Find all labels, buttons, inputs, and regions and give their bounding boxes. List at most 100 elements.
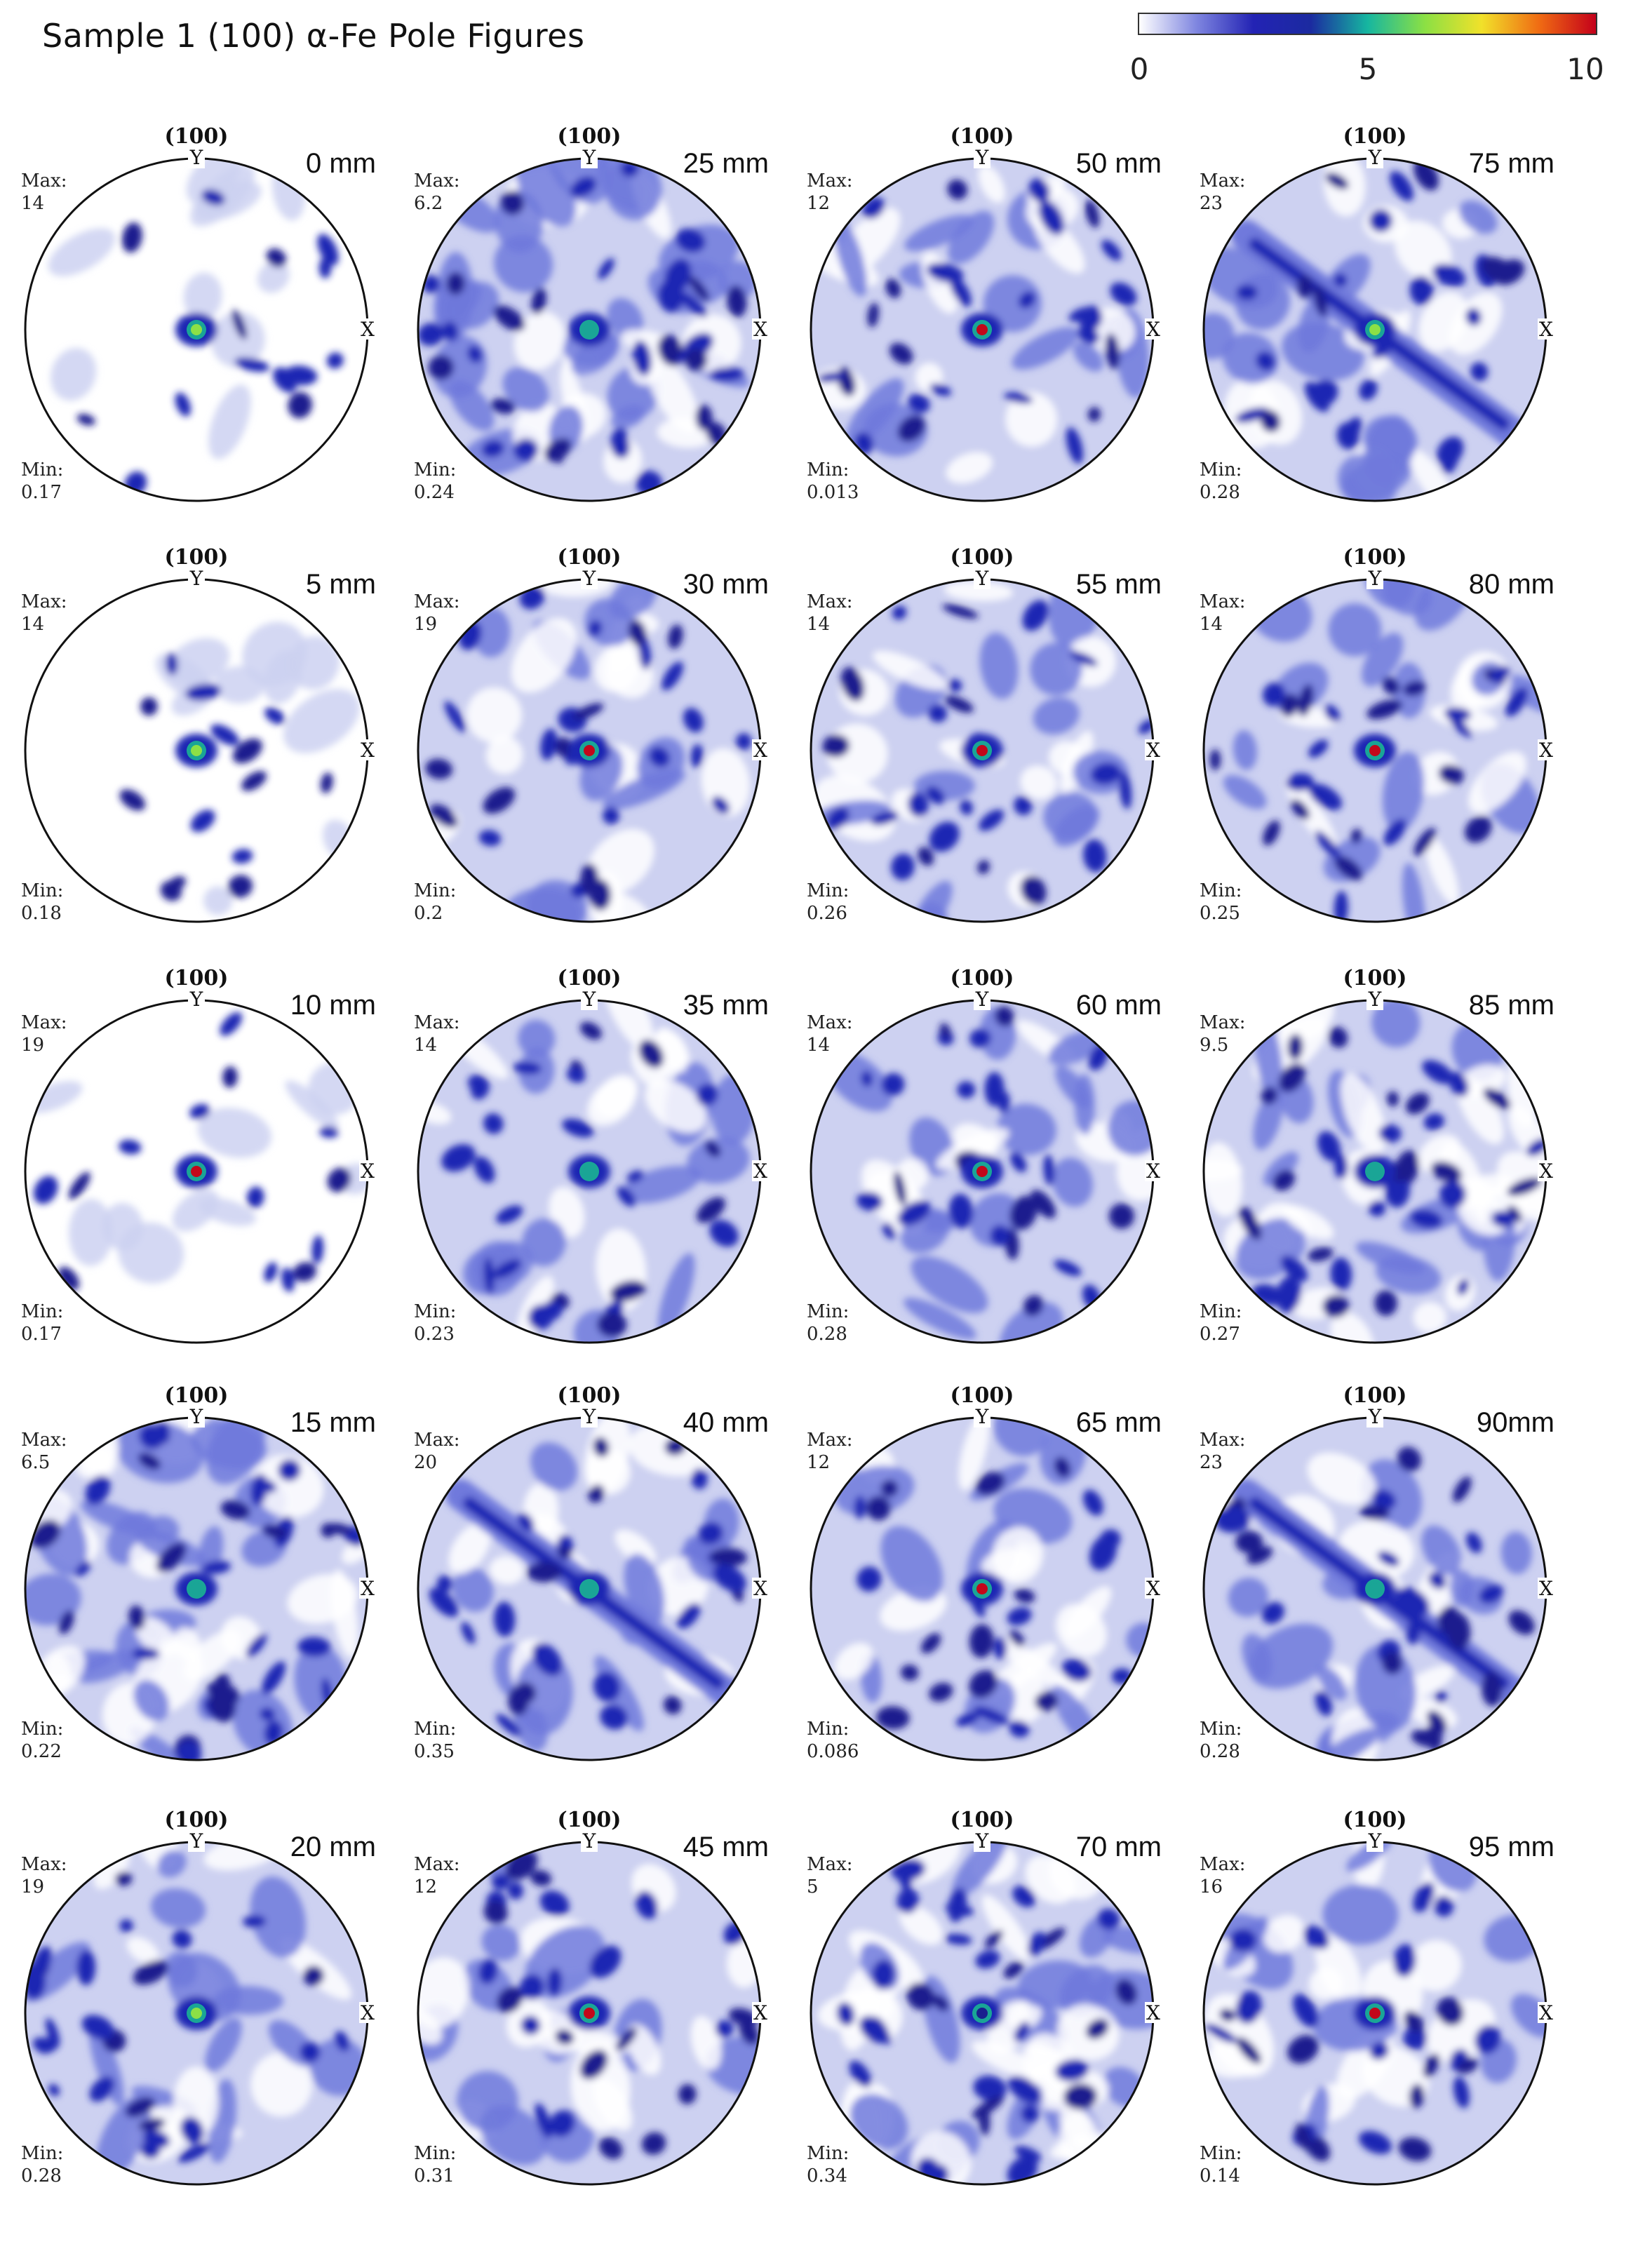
y-axis-marker (974, 1406, 990, 1427)
pole-label: (100) (557, 1808, 621, 1832)
colorbar-tick-0: 0 (1129, 52, 1149, 86)
max-label: Max: (21, 591, 67, 612)
x-axis-label: X (1146, 1577, 1160, 1600)
max-value: 20 (414, 1452, 437, 1473)
x-axis-marker (359, 2002, 376, 2023)
pole-figure-svg: (100)Y X 50 mm Max:12 Min:0.013 (807, 124, 1162, 503)
pole-figure-density-map (811, 1418, 1153, 1760)
pole-figure-svg: (100)Y X 10 mm Max:19 Min:0.17 (21, 966, 376, 1345)
pole-figure-density-map (1204, 1842, 1546, 2184)
pole-label: (100) (164, 545, 228, 570)
min-value: 0.34 (807, 2165, 847, 2186)
y-axis-label: Y (975, 146, 989, 169)
max-value: 14 (807, 1035, 830, 1056)
pole-figure-panel: (100) Y X 50 mm Max: 12 Min: 0.013 (800, 98, 1193, 519)
min-value: 0.25 (1200, 903, 1240, 924)
position-label: 65 mm (1076, 1407, 1162, 1438)
pole-figure-density-map (1204, 159, 1546, 501)
position-label: 50 mm (1076, 148, 1162, 179)
pole-figure-svg: (100)Y X 45 mm Max:12 Min:0.31 (414, 1808, 769, 2186)
pole-figure-density-map (25, 1000, 368, 1343)
pole-figure-svg: (100)Y X 40 mm Max:20 Min:0.35 (414, 1383, 769, 1762)
y-axis-marker (974, 989, 990, 1010)
x-axis-label: X (1539, 739, 1553, 762)
max-label: Max: (414, 170, 460, 192)
max-value: 23 (1200, 1452, 1223, 1473)
pole-figure-panel: (100) Y X 45 mm Max: 12 Min: 0.31 (407, 1782, 800, 2203)
pole-label: (100) (950, 545, 1014, 570)
x-axis-label: X (1146, 2001, 1160, 2024)
position-label: 30 mm (683, 569, 769, 600)
x-axis-marker (1538, 1578, 1554, 1599)
max-value: 14 (807, 614, 830, 635)
x-axis-label: X (1539, 1160, 1553, 1183)
max-label: Max: (414, 1430, 460, 1451)
min-label: Min: (807, 459, 849, 481)
pole-label: (100) (950, 124, 1014, 149)
pole-figure-panel: (100) Y X 95 mm Max: 16 Min: 0.14 (1193, 1782, 1585, 2203)
position-label: 5 mm (306, 569, 376, 600)
pole-label: (100) (1343, 1383, 1406, 1408)
pole-figure-svg: (100)Y X 55 mm Max:14 Min:0.26 (807, 545, 1162, 924)
y-axis-label: Y (582, 1829, 596, 1853)
colorbar-tick-10: 10 (1566, 52, 1604, 86)
pole-figure-svg: (100)Y X 65 mm Max:12 Min:0.086 (807, 1383, 1162, 1762)
min-label: Min: (414, 880, 456, 901)
pole-figure-density-map (811, 1000, 1153, 1343)
max-value: 14 (414, 1035, 437, 1056)
x-axis-label: X (1539, 2001, 1553, 2024)
min-value: 0.24 (414, 482, 455, 503)
max-label: Max: (1200, 170, 1246, 192)
min-label: Min: (1200, 1719, 1242, 1740)
max-value: 19 (414, 614, 437, 635)
position-label: 85 mm (1469, 990, 1554, 1021)
pole-figure-density-map (1204, 1418, 1546, 1760)
pole-figure-panel: (100) Y X 55 mm Max: 14 Min: 0.26 (800, 519, 1193, 940)
max-value: 9.5 (1200, 1035, 1228, 1056)
y-axis-marker (974, 1831, 990, 1852)
pole-label: (100) (557, 124, 621, 149)
y-axis-marker (581, 568, 598, 589)
max-value: 5 (807, 1876, 819, 1897)
x-axis-marker (752, 1578, 769, 1599)
x-axis-marker (1145, 1160, 1162, 1181)
x-axis-marker (1538, 2002, 1554, 2023)
min-value: 0.17 (21, 1324, 62, 1345)
max-value: 6.5 (21, 1452, 50, 1473)
x-axis-marker (359, 318, 376, 340)
max-label: Max: (807, 170, 853, 192)
min-label: Min: (21, 459, 63, 481)
x-axis-marker (752, 2002, 769, 2023)
max-value: 14 (1200, 614, 1223, 635)
pole-figure-svg: (100)Y X 35 mm Max:14 Min:0.23 (414, 966, 769, 1345)
position-label: 95 mm (1469, 1832, 1554, 1862)
pole-figure-svg: (100)Y X 0 mm Max:14 Min:0.17 (21, 124, 376, 503)
max-value: 14 (21, 193, 44, 214)
min-label: Min: (807, 2143, 849, 2164)
pole-figure-density-map (1204, 1000, 1546, 1343)
max-value: 19 (21, 1035, 44, 1056)
y-axis-label: Y (1368, 1405, 1382, 1428)
max-value: 12 (807, 1452, 830, 1473)
max-value: 16 (1200, 1876, 1223, 1897)
pole-figure-density-map (811, 159, 1153, 501)
max-label: Max: (414, 1854, 460, 1875)
y-axis-marker (1366, 1831, 1383, 1852)
x-axis-marker (752, 318, 769, 340)
max-label: Max: (807, 1430, 853, 1451)
x-axis-label: X (361, 318, 375, 341)
x-axis-label: X (1146, 739, 1160, 762)
x-axis-marker (1145, 318, 1162, 340)
x-axis-marker (1538, 318, 1554, 340)
min-value: 0.23 (414, 1324, 455, 1345)
min-value: 0.18 (21, 903, 62, 924)
pole-figure-panel: (100) Y X 35 mm Max: 14 Min: 0.23 (407, 940, 800, 1361)
min-value: 0.086 (807, 1741, 859, 1762)
position-label: 40 mm (683, 1407, 769, 1438)
colorbar-tick-5: 5 (1358, 52, 1378, 86)
y-axis-marker (188, 1406, 205, 1427)
min-value: 0.28 (807, 1324, 847, 1345)
pole-figure-panel: (100) Y X 70 mm Max: 5 Min: 0.34 (800, 1782, 1193, 2203)
pole-figure-density-map (418, 159, 760, 501)
max-label: Max: (807, 1012, 853, 1033)
